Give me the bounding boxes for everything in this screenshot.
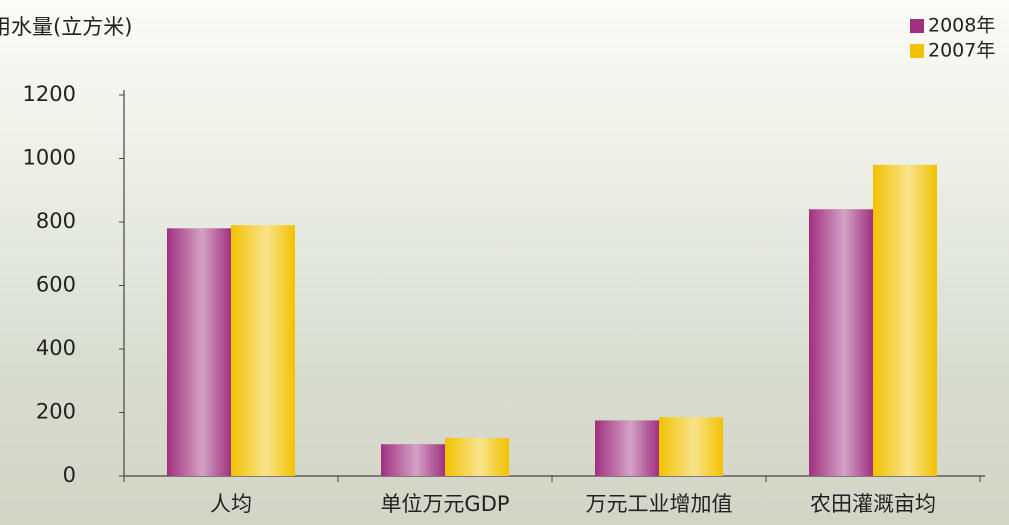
y-tick-label: 1200 bbox=[23, 82, 76, 106]
y-tick-label: 600 bbox=[36, 273, 76, 297]
bar-shine bbox=[659, 417, 723, 476]
bar-shine bbox=[809, 209, 873, 477]
bar-shine bbox=[873, 164, 937, 476]
y-tick-label: 200 bbox=[36, 400, 76, 424]
y-tick-label: 400 bbox=[36, 336, 76, 360]
legend-swatch bbox=[910, 19, 924, 33]
bar-shine bbox=[167, 228, 231, 476]
y-tick-label: 800 bbox=[36, 209, 76, 233]
bar-shine bbox=[595, 420, 659, 476]
chart-title: 用水量(立方米) bbox=[0, 15, 132, 39]
x-tick-label: 万元工业增加值 bbox=[586, 492, 733, 516]
legend-label: 2008年 bbox=[928, 15, 995, 37]
x-tick-label: 人均 bbox=[210, 492, 252, 516]
x-tick-label: 农田灌溉亩均 bbox=[810, 492, 936, 516]
bar-shine bbox=[381, 444, 445, 476]
y-tick-label: 1000 bbox=[23, 146, 76, 170]
y-tick-label: 0 bbox=[63, 463, 76, 487]
x-tick-label: 单位万元GDP bbox=[380, 492, 509, 516]
legend-swatch bbox=[910, 44, 924, 58]
bar-shine bbox=[231, 225, 295, 476]
legend-label: 2007年 bbox=[928, 40, 995, 62]
bar-shine bbox=[445, 437, 509, 476]
